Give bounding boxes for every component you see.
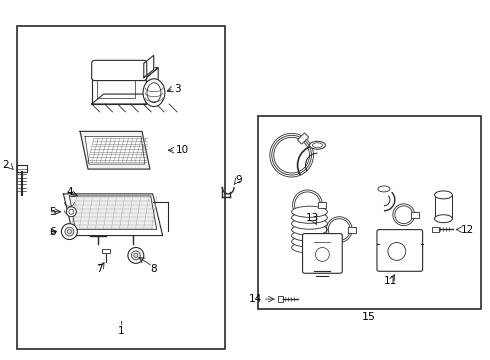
Ellipse shape <box>143 79 165 107</box>
Polygon shape <box>92 78 147 104</box>
Bar <box>297 133 309 144</box>
Ellipse shape <box>292 218 327 229</box>
Polygon shape <box>63 194 163 235</box>
Polygon shape <box>80 131 150 169</box>
Polygon shape <box>85 136 145 164</box>
Bar <box>278 296 283 302</box>
Bar <box>411 212 418 218</box>
Text: 7: 7 <box>96 264 102 274</box>
Text: 1: 1 <box>118 326 124 336</box>
Text: 4: 4 <box>66 187 73 197</box>
Text: 12: 12 <box>460 225 473 235</box>
Text: 15: 15 <box>362 312 376 322</box>
Text: 6: 6 <box>49 226 56 237</box>
Text: 11: 11 <box>384 276 397 286</box>
Bar <box>102 249 110 253</box>
Polygon shape <box>144 55 154 78</box>
Text: 9: 9 <box>235 175 242 185</box>
Ellipse shape <box>435 191 452 199</box>
Text: 13: 13 <box>306 213 319 223</box>
Polygon shape <box>70 196 157 229</box>
Ellipse shape <box>61 224 77 239</box>
Bar <box>318 202 326 208</box>
Text: 2: 2 <box>2 160 9 170</box>
Polygon shape <box>147 68 158 104</box>
Bar <box>258 116 481 309</box>
Ellipse shape <box>292 206 327 217</box>
Text: 14: 14 <box>248 294 262 304</box>
Ellipse shape <box>292 230 327 241</box>
Ellipse shape <box>292 236 327 247</box>
Bar <box>17 165 26 172</box>
Ellipse shape <box>292 212 327 223</box>
Text: 5: 5 <box>49 207 56 217</box>
Bar <box>348 227 356 233</box>
Text: 8: 8 <box>151 264 157 274</box>
Text: 3: 3 <box>174 84 181 94</box>
FancyBboxPatch shape <box>92 60 147 81</box>
Polygon shape <box>92 94 158 104</box>
FancyBboxPatch shape <box>377 230 422 271</box>
Ellipse shape <box>292 242 327 253</box>
FancyBboxPatch shape <box>302 234 342 273</box>
Ellipse shape <box>128 247 144 264</box>
Bar <box>17 26 225 349</box>
Text: 10: 10 <box>175 145 189 155</box>
Ellipse shape <box>65 227 74 236</box>
Bar <box>435 195 452 219</box>
Ellipse shape <box>435 215 452 223</box>
Bar <box>432 227 440 231</box>
Ellipse shape <box>131 251 140 260</box>
Ellipse shape <box>310 141 325 149</box>
Ellipse shape <box>292 224 327 235</box>
Polygon shape <box>92 68 158 78</box>
Ellipse shape <box>378 186 390 192</box>
Ellipse shape <box>66 207 76 217</box>
